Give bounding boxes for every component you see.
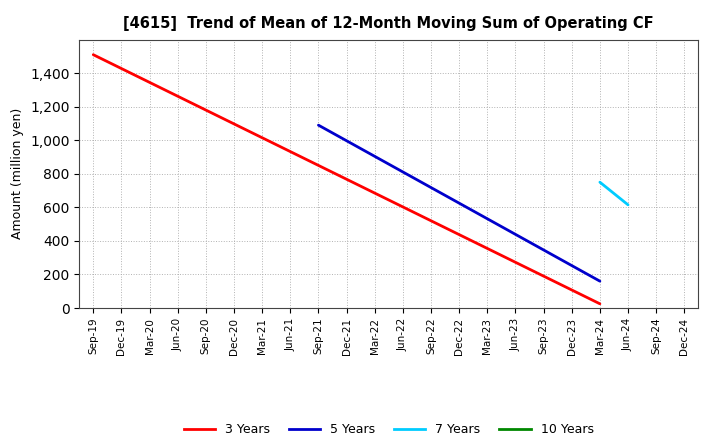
Line: 5 Years: 5 Years bbox=[318, 125, 600, 281]
5 Years bbox=[595, 279, 604, 284]
5 Years bbox=[314, 122, 323, 128]
Legend: 3 Years, 5 Years, 7 Years, 10 Years: 3 Years, 5 Years, 7 Years, 10 Years bbox=[179, 418, 598, 440]
7 Years bbox=[624, 202, 632, 208]
Line: 7 Years: 7 Years bbox=[600, 182, 628, 205]
Title: [4615]  Trend of Mean of 12-Month Moving Sum of Operating CF: [4615] Trend of Mean of 12-Month Moving … bbox=[124, 16, 654, 32]
7 Years bbox=[595, 180, 604, 185]
Y-axis label: Amount (million yen): Amount (million yen) bbox=[12, 108, 24, 239]
